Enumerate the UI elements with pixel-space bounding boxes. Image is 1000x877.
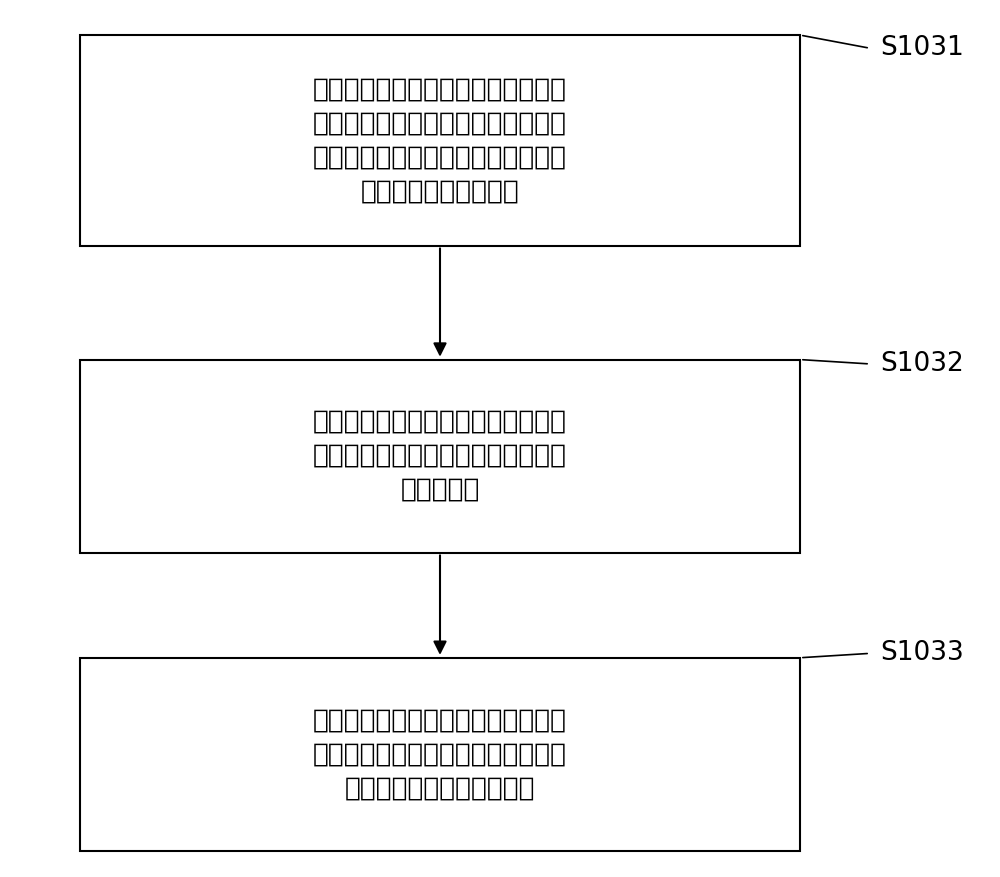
Text: S1032: S1032 [880, 351, 964, 377]
FancyBboxPatch shape [80, 35, 800, 246]
Text: S1031: S1031 [880, 35, 964, 61]
Text: S1033: S1033 [880, 640, 964, 667]
Text: 根据所述第一容量和所述第一总充电
容量，确定所述待检测电池在所述恒
压充电阶段的第一容量占所述第一总
充电容量的第一百分比: 根据所述第一容量和所述第一总充电 容量，确定所述待检测电池在所述恒 压充电阶段的… [313, 76, 567, 204]
Text: 根据所述第一百分比和所述第一放电
直流内阻，确定所述待检测电池的循
环圈数范围: 根据所述第一百分比和所述第一放电 直流内阻，确定所述待检测电池的循 环圈数范围 [313, 409, 567, 503]
Text: 将所述循环圈数范围与预先存储的目
标跳水点进行比对，得到所述待检测
电池距离跳水点的循环圈数: 将所述循环圈数范围与预先存储的目 标跳水点进行比对，得到所述待检测 电池距离跳水… [313, 707, 567, 802]
FancyBboxPatch shape [80, 360, 800, 553]
FancyBboxPatch shape [80, 658, 800, 851]
